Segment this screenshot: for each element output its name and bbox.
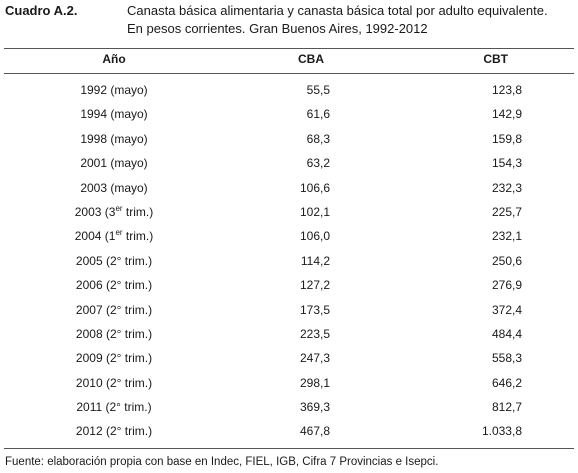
cell-year-text: 1994 (mayo) (80, 107, 148, 122)
table-row: 2004 (1er trim.) 106,0 232,1 (4, 224, 574, 248)
table-header-rule (4, 73, 574, 74)
table-row: 1994 (mayo) 61,6 142,9 (4, 102, 574, 126)
cell-cbt: 372,4 (491, 302, 522, 317)
cell-cbt: 225,7 (491, 204, 522, 219)
cell-cba: 68,3 (306, 131, 330, 146)
table-row: 2007 (2° trim.) 173,5 372,4 (4, 298, 574, 322)
source-note: Fuente: elaboración propia con base en I… (5, 456, 439, 468)
cell-year-text: 1992 (mayo) (80, 83, 148, 97)
table-row: 2001 (mayo) 63,2 154,3 (4, 151, 574, 175)
cell-year: 2006 (2° trim.) (34, 273, 194, 297)
table-top-rule (4, 48, 574, 49)
cell-year-text: 2012 (2° trim.) (75, 424, 153, 439)
cell-cba: 114,2 (300, 253, 330, 268)
table-body: 1992 (mayo) 55,5 123,8 1994 (mayo) 61,6 142,9… (4, 78, 574, 444)
table-row: 2006 (2° trim.) 127,2 276,9 (4, 273, 574, 297)
cell-year-text: 2004 (1 (74, 229, 116, 244)
cell-year-text: 2008 (2° trim.) (75, 326, 153, 341)
cell-cbt: 558,3 (491, 351, 522, 366)
cell-cbt: 123,8 (491, 83, 522, 97)
cell-year-text: 2010 (2° trim.) (75, 375, 153, 390)
cell-year-suffix: trim.) (122, 229, 154, 244)
cell-year-suffix: trim.) (122, 204, 154, 219)
cell-cba: 102,1 (299, 204, 330, 219)
cell-cba: 63,2 (306, 156, 330, 171)
cell-year: 2007 (2° trim.) (34, 298, 194, 322)
table-row: 2010 (2° trim.) 298,1 646,2 (4, 371, 574, 395)
cell-year: 1994 (mayo) (34, 102, 194, 126)
cell-year-text: 1998 (mayo) (80, 131, 148, 146)
cell-cbt: 276,9 (491, 278, 522, 293)
cell-year-ordinal: er (115, 228, 123, 238)
cell-year: 2003 (3er trim.) (34, 200, 194, 224)
cell-cba: 247,3 (299, 351, 330, 366)
cell-year: 1998 (mayo) (34, 127, 194, 151)
cell-cba: 467,8 (299, 424, 330, 439)
cell-year: 2008 (2° trim.) (34, 322, 194, 346)
cell-year-text: 2011 (2° trim.) (76, 400, 152, 415)
cell-year-text: 2003 (3 (74, 204, 116, 219)
column-header-cba: CBA (298, 52, 324, 66)
table-row: 2005 (2° trim.) 114,2 250,6 (4, 249, 574, 273)
cell-cba: 298,1 (299, 375, 330, 390)
cell-cbt: 646,2 (491, 375, 522, 390)
caption-title-line-2: En pesos corrientes. Gran Buenos Aires, … (127, 21, 428, 36)
cell-cba: 223,5 (299, 326, 330, 341)
column-header-cbt: CBT (483, 52, 508, 66)
cell-cba: 55,5 (306, 83, 330, 97)
cell-year-ordinal: er (115, 203, 123, 213)
cell-cbt: 250,6 (491, 253, 522, 268)
cell-cbt: 142,9 (491, 107, 522, 122)
cell-cbt: 154,3 (491, 156, 522, 171)
cell-cba: 106,0 (299, 229, 330, 244)
table-row: 2012 (2° trim.) 467,8 1.033,8 (4, 419, 574, 443)
table-row: 1998 (mayo) 68,3 159,8 (4, 127, 574, 151)
table-row: 2008 (2° trim.) 223,5 484,4 (4, 322, 574, 346)
cell-cba: 173,5 (299, 302, 330, 317)
caption-label: Cuadro A.2. (5, 3, 78, 18)
cell-cbt: 812,7 (491, 400, 522, 415)
caption-title-line-1: Canasta básica alimentaria y canasta bás… (127, 3, 548, 18)
cell-cbt: 159,8 (491, 131, 522, 146)
cell-year-text: 2003 (mayo) (80, 180, 148, 195)
column-header-year: Año (102, 52, 126, 66)
cell-year: 2010 (2° trim.) (34, 371, 194, 395)
cell-cbt: 232,1 (491, 229, 522, 244)
cell-year-text: 2005 (2° trim.) (75, 253, 153, 268)
caption-title: Canasta básica alimentaria y canasta bás… (127, 2, 574, 38)
table-row: 2011 (2° trim.) 369,3 812,7 (4, 395, 574, 419)
cell-year-text: 2009 (2° trim.) (75, 351, 153, 366)
cell-cbt: 232,3 (491, 180, 522, 195)
table-bottom-rule (4, 448, 574, 449)
cell-year: 2004 (1er trim.) (34, 224, 194, 248)
cell-year-text: 2007 (2° trim.) (75, 302, 153, 317)
table-row: 2003 (mayo) 106,6 232,3 (4, 176, 574, 200)
cell-cba: 106,6 (299, 180, 330, 195)
cell-year-text: 2006 (2° trim.) (75, 278, 153, 293)
cell-cbt: 484,4 (491, 326, 522, 341)
table-header-row: Año CBA CBT (4, 52, 574, 70)
table-caption: Cuadro A.2. Canasta básica alimentaria y… (5, 2, 574, 44)
cell-cba: 127,2 (299, 278, 330, 293)
cell-year: 2003 (mayo) (34, 176, 194, 200)
cell-year-text: 2001 (mayo) (80, 156, 148, 171)
cell-year: 2001 (mayo) (34, 151, 194, 175)
cell-year: 1992 (mayo) (34, 78, 194, 102)
cell-year: 2012 (2° trim.) (34, 419, 194, 443)
cell-year: 2009 (2° trim.) (34, 346, 194, 370)
cell-year: 2005 (2° trim.) (34, 249, 194, 273)
table-row: 1992 (mayo) 55,5 123,8 (4, 78, 574, 102)
cell-cbt: 1.033,8 (481, 424, 522, 439)
cell-cba: 61,6 (306, 107, 330, 122)
cell-year: 2011 (2° trim.) (34, 395, 194, 419)
cell-cba: 369,3 (299, 400, 330, 415)
table-row: 2003 (3er trim.) 102,1 225,7 (4, 200, 574, 224)
table-row: 2009 (2° trim.) 247,3 558,3 (4, 346, 574, 370)
